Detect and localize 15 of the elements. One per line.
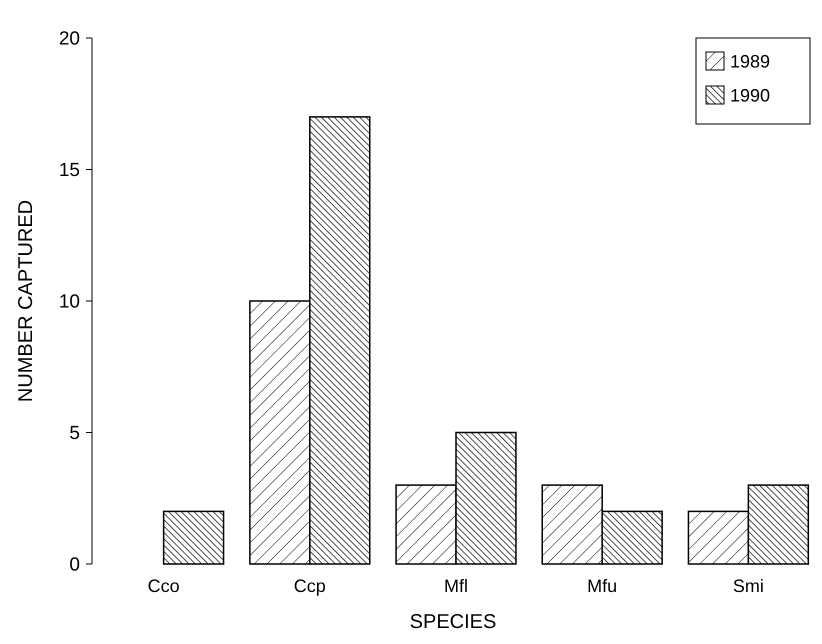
y-axis-title: NUMBER CAPTURED <box>15 200 37 402</box>
x-tick-label: Smi <box>732 576 764 596</box>
y-tick-label: 20 <box>58 28 80 50</box>
y-tick-label: 5 <box>69 423 80 444</box>
x-tick-label: Mfu <box>587 576 618 596</box>
y-tick-label: 0 <box>69 554 80 576</box>
legend-label: 1990 <box>730 85 770 106</box>
legend-label: 1989 <box>730 51 770 72</box>
y-tick-label: 15 <box>58 160 80 182</box>
bar <box>162 510 224 565</box>
y-tick-label: 10 <box>58 292 80 313</box>
x-axis-title: SPECIES <box>410 611 496 633</box>
x-tick-label: Ccp <box>294 576 326 596</box>
x-tick-label: Mfl <box>444 576 468 596</box>
x-tick-label: Cco <box>148 576 180 596</box>
